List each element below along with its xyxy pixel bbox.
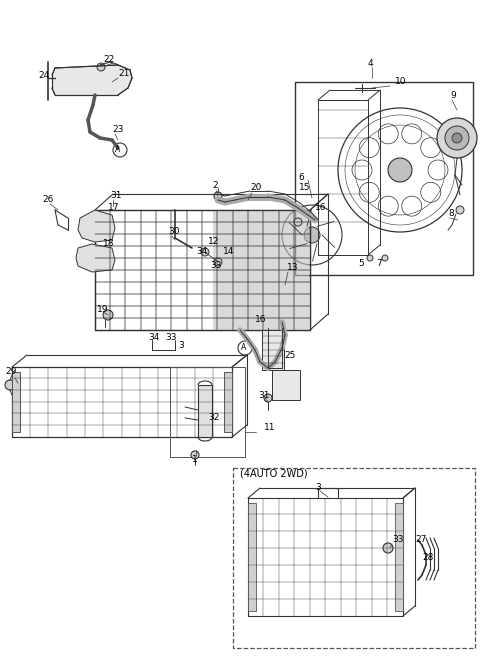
- Bar: [12, 372, 20, 432]
- Text: 33: 33: [210, 260, 221, 270]
- Text: 26: 26: [42, 195, 53, 205]
- Text: 15: 15: [299, 184, 311, 192]
- Text: 20: 20: [250, 184, 262, 192]
- Circle shape: [97, 63, 105, 71]
- Text: A: A: [115, 146, 120, 155]
- Text: 16: 16: [315, 203, 326, 211]
- Bar: [262, 330, 284, 370]
- Text: 9: 9: [450, 91, 456, 100]
- Bar: [272, 370, 300, 400]
- Text: 8: 8: [448, 209, 454, 218]
- Bar: [233, 468, 475, 648]
- Circle shape: [191, 451, 199, 459]
- Text: 27: 27: [415, 535, 426, 544]
- Bar: [395, 503, 403, 611]
- Bar: [213, 210, 309, 330]
- Circle shape: [103, 310, 113, 320]
- Text: 28: 28: [422, 554, 433, 562]
- Text: 24: 24: [38, 72, 49, 81]
- Polygon shape: [52, 65, 132, 95]
- Text: 34: 34: [196, 247, 207, 256]
- Circle shape: [445, 126, 469, 150]
- Circle shape: [456, 206, 464, 214]
- Circle shape: [304, 227, 320, 243]
- Text: 11: 11: [264, 424, 276, 432]
- Polygon shape: [78, 210, 115, 242]
- Text: (4AUTO 2WD): (4AUTO 2WD): [240, 469, 308, 479]
- Text: 29: 29: [5, 367, 16, 377]
- Polygon shape: [76, 244, 115, 272]
- Text: 16: 16: [255, 316, 266, 325]
- Circle shape: [238, 341, 252, 355]
- Circle shape: [382, 255, 388, 261]
- Circle shape: [5, 380, 15, 390]
- Circle shape: [452, 133, 462, 143]
- Text: 3: 3: [315, 483, 321, 493]
- Text: 33: 33: [392, 535, 404, 544]
- Circle shape: [214, 258, 222, 266]
- Circle shape: [367, 255, 373, 261]
- Text: 10: 10: [395, 77, 407, 87]
- Text: 22: 22: [103, 56, 114, 64]
- Text: 30: 30: [168, 228, 180, 237]
- Text: 1: 1: [192, 455, 198, 464]
- Circle shape: [388, 158, 412, 182]
- Text: 6: 6: [298, 173, 304, 182]
- Text: 5: 5: [358, 258, 364, 268]
- Bar: [295, 82, 473, 275]
- Bar: [95, 210, 310, 330]
- Circle shape: [294, 218, 302, 226]
- Text: 17: 17: [108, 203, 120, 211]
- Text: 25: 25: [284, 350, 295, 359]
- Circle shape: [214, 192, 222, 200]
- Bar: [198, 385, 212, 437]
- Bar: [170, 367, 245, 457]
- Text: 21: 21: [118, 70, 130, 79]
- Circle shape: [383, 543, 393, 553]
- Bar: [224, 372, 232, 432]
- Circle shape: [201, 248, 209, 256]
- Text: 23: 23: [112, 125, 123, 134]
- Text: A: A: [241, 344, 247, 352]
- Bar: [95, 210, 310, 330]
- Bar: [248, 503, 256, 611]
- Bar: [248, 498, 403, 616]
- Text: 13: 13: [287, 264, 299, 272]
- Circle shape: [113, 143, 127, 157]
- Text: 4: 4: [368, 58, 373, 68]
- Text: 31: 31: [110, 192, 121, 201]
- Bar: [12, 367, 232, 437]
- Text: 18: 18: [103, 239, 115, 247]
- Text: 12: 12: [208, 237, 219, 247]
- Text: 34: 34: [148, 333, 159, 342]
- Text: 7: 7: [376, 258, 382, 268]
- Text: 3: 3: [178, 340, 184, 350]
- Text: 33: 33: [165, 333, 177, 342]
- Text: 14: 14: [223, 247, 234, 256]
- Circle shape: [437, 118, 477, 158]
- Circle shape: [264, 394, 272, 402]
- Text: 19: 19: [97, 306, 108, 314]
- Text: 31: 31: [258, 392, 269, 401]
- Text: 32: 32: [208, 413, 219, 422]
- Text: 2: 2: [212, 182, 217, 190]
